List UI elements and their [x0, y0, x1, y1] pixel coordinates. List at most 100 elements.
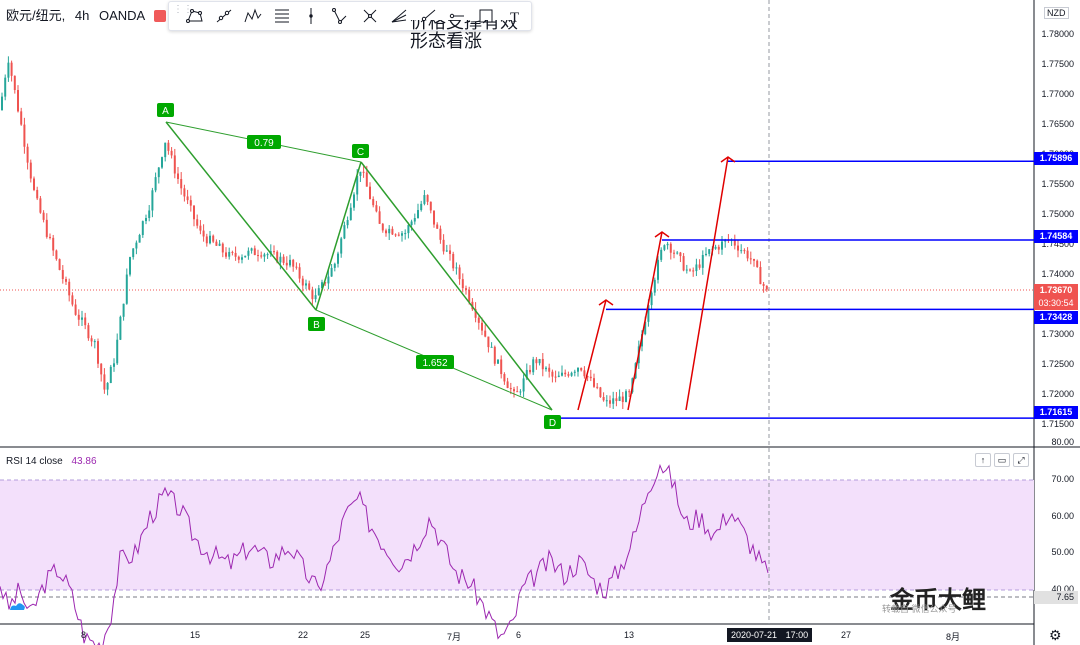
candle-body	[36, 189, 39, 199]
candle-body	[13, 75, 16, 90]
candle-body	[385, 230, 387, 234]
projection-arrow[interactable]	[627, 231, 663, 411]
trend-line-tool-icon[interactable]	[210, 3, 237, 29]
pattern-point-badge[interactable]	[352, 144, 369, 158]
candle-body	[692, 270, 695, 272]
pattern-leg[interactable]	[165, 121, 317, 311]
candle-body	[26, 146, 29, 163]
price-axis-label: 1.76500	[1041, 119, 1074, 129]
candle-body	[602, 397, 605, 401]
candle-body	[391, 228, 394, 235]
cross-pattern-tool-icon[interactable]	[356, 3, 383, 29]
candle-body	[93, 341, 96, 343]
candle-body	[298, 267, 301, 279]
candle-body	[263, 254, 266, 257]
time-axis-label: 27	[841, 630, 852, 640]
candle-body	[157, 167, 160, 178]
candle-body	[209, 235, 211, 244]
projection-arrow-head	[720, 156, 736, 163]
candle-body	[273, 251, 275, 253]
pattern-leg[interactable]	[315, 161, 362, 311]
price-tag-level4: 1.71615	[1034, 406, 1078, 419]
price-axis-label: 1.72500	[1041, 359, 1074, 369]
candle-body	[365, 172, 368, 187]
ratio-bd-badge[interactable]	[416, 355, 454, 369]
projection-arrows[interactable]	[577, 156, 736, 411]
candle-body	[653, 279, 656, 293]
candle-body	[743, 250, 746, 252]
candle-body	[407, 225, 410, 234]
path-tool-icon[interactable]	[181, 3, 208, 29]
rectangle-tool-icon[interactable]	[473, 3, 500, 29]
symbol-legend[interactable]: 欧元/纽元, 4h OANDA	[6, 5, 167, 24]
candle-body	[71, 295, 74, 305]
settings-gear-icon[interactable]: ⚙	[1049, 627, 1062, 643]
candle-body	[737, 245, 739, 251]
candle-body	[615, 398, 618, 402]
candle-body	[109, 366, 112, 383]
candle-body	[81, 317, 83, 320]
candle-body	[535, 359, 538, 364]
symbol-interval: 4h	[74, 8, 90, 23]
candle-body	[628, 391, 631, 393]
vertical-line-tool-icon[interactable]	[298, 3, 325, 29]
candle-body	[660, 249, 663, 260]
candle-body	[394, 234, 397, 236]
rsi-legend[interactable]: RSI 14 close 43.86	[6, 456, 97, 467]
chart-annotation[interactable]: 价格支撑有效 形态看涨	[410, 20, 518, 50]
candle-body	[647, 305, 650, 322]
rsi-pane-controls[interactable]: ↑ ▭ ⤢	[975, 453, 1029, 467]
pattern-point-badge[interactable]	[157, 103, 174, 117]
candle-body	[551, 371, 554, 377]
horizontal-levels[interactable]	[552, 160, 1034, 419]
collapse-icon[interactable]: ⤢	[1013, 453, 1029, 467]
drawing-toolbar[interactable]: ⋮⋮ T	[168, 1, 532, 31]
candle-body	[449, 250, 451, 254]
candle-body	[490, 346, 493, 348]
pattern-point-badge[interactable]	[308, 317, 325, 331]
candle-body	[170, 150, 173, 156]
pattern-point-badge[interactable]	[544, 415, 561, 429]
candle-body	[676, 252, 679, 254]
watermark-sub: 转载自 微信公众号	[882, 604, 957, 614]
candle-body	[97, 341, 99, 364]
candle-body	[279, 256, 282, 263]
candle-body	[321, 282, 323, 289]
candle-body	[721, 241, 723, 250]
maximize-icon[interactable]: ▭	[994, 453, 1010, 467]
triangle-tool-icon[interactable]	[327, 3, 354, 29]
candle-body	[151, 190, 154, 211]
pattern-leg[interactable]	[360, 161, 553, 411]
tradingview-logo-icon[interactable]	[8, 600, 26, 612]
move-up-icon[interactable]: ↑	[975, 453, 991, 467]
xabcd-pattern-tool-icon[interactable]	[239, 3, 266, 29]
candle-body	[618, 396, 621, 402]
price-axis-label: 1.75500	[1041, 179, 1074, 189]
time-cursor-label: 2020-07-21 17:00	[727, 628, 813, 642]
candle-body	[52, 237, 55, 251]
text-tool-icon[interactable]: T	[502, 3, 529, 29]
candle-body	[228, 251, 231, 257]
pattern-point-label: D	[549, 418, 556, 429]
ratio-ac-badge[interactable]	[247, 135, 281, 149]
projection-arrow[interactable]	[577, 299, 607, 411]
candle-body	[65, 279, 67, 282]
candle-body	[276, 251, 279, 263]
fib-retracement-tool-icon[interactable]	[269, 3, 296, 29]
horizontal-ray-tool-icon[interactable]	[444, 3, 471, 29]
candle-body	[292, 259, 295, 267]
candle-body	[388, 228, 391, 234]
candle-body	[247, 250, 250, 256]
candle-body	[215, 241, 218, 246]
projection-arrow[interactable]	[685, 156, 729, 411]
currency-label[interactable]: NZD	[1044, 7, 1069, 19]
candle-body	[375, 205, 378, 212]
candle-body	[442, 239, 445, 252]
candle-body	[589, 376, 592, 379]
price-axis-label: 1.74000	[1041, 269, 1074, 279]
drag-handle-icon[interactable]: ⋮⋮	[173, 4, 193, 15]
ray-tool-icon[interactable]	[414, 3, 441, 29]
abcd-pattern[interactable]: A B C D 0.79 1.652	[157, 103, 561, 429]
fib-fan-tool-icon[interactable]	[385, 3, 412, 29]
